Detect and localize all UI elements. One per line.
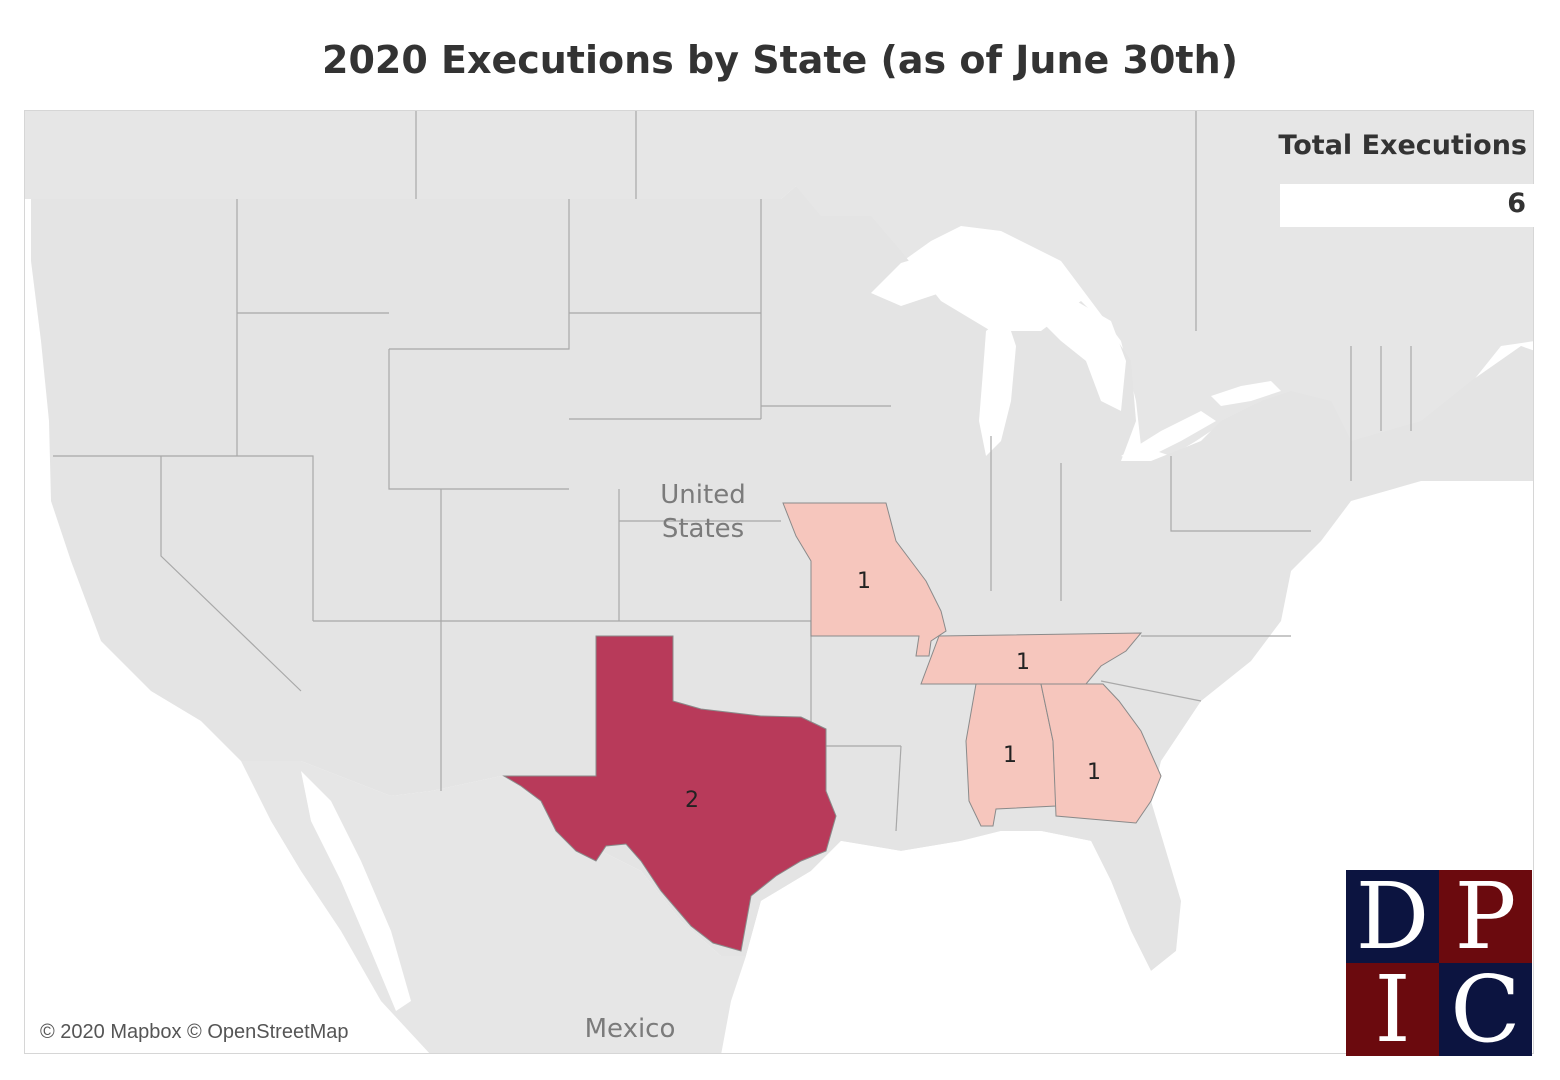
map-title: 2020 Executions by State (as of June 30t… [322, 38, 1238, 82]
lake-ontario [1211, 381, 1281, 406]
gulf-of-mexico [746, 831, 1201, 1053]
state-tennessee[interactable] [920, 632, 1143, 685]
logo-letter-i: I [1346, 963, 1439, 1056]
lake-erie [1121, 411, 1216, 461]
map-svg[interactable]: 2 1 1 1 1 United States Mexico [25, 111, 1534, 1054]
state-georgia[interactable] [1040, 683, 1162, 824]
place-label-united: United [660, 480, 745, 510]
state-texas[interactable] [502, 635, 837, 952]
gulf-of-california [301, 771, 411, 1011]
map-canvas[interactable]: 2 1 1 1 1 United States Mexico [24, 110, 1534, 1054]
label-texas: 2 [685, 788, 699, 813]
logo-letter-c: C [1439, 963, 1532, 1056]
label-tennessee: 1 [1016, 650, 1030, 675]
logo-letter-p: P [1439, 870, 1532, 963]
logo-letter-d: D [1346, 870, 1439, 963]
map-attribution[interactable]: © 2020 Mapbox © OpenStreetMap [40, 1021, 349, 1043]
state-borders [53, 111, 1412, 832]
total-executions-box: 6 [1280, 184, 1534, 227]
label-georgia: 1 [1087, 760, 1101, 785]
label-missouri: 1 [857, 569, 871, 594]
lake-huron [1041, 301, 1126, 411]
lake-michigan [979, 316, 1016, 456]
lake-superior [871, 246, 1021, 306]
place-label-states: States [662, 514, 744, 544]
land-canada [25, 111, 1533, 471]
label-alabama: 1 [1003, 743, 1017, 768]
dpic-logo: D P I C [1346, 870, 1532, 1056]
place-label-mexico: Mexico [585, 1014, 676, 1044]
total-executions-label: Total Executions [1278, 130, 1527, 161]
land-mexico [241, 761, 746, 1053]
total-executions-value: 6 [1507, 188, 1526, 219]
state-missouri[interactable] [782, 502, 947, 657]
